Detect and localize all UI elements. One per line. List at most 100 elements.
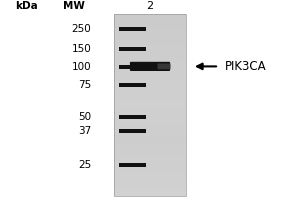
- Bar: [114, 46, 186, 48]
- Bar: [114, 66, 186, 69]
- Bar: [114, 123, 186, 125]
- Bar: [114, 178, 186, 180]
- Bar: [114, 155, 186, 157]
- Bar: [114, 14, 186, 16]
- Bar: [114, 73, 186, 75]
- Text: 250: 250: [72, 24, 92, 34]
- Bar: [114, 98, 186, 100]
- Bar: [114, 71, 186, 73]
- Bar: [114, 160, 186, 162]
- Bar: [114, 44, 186, 46]
- Bar: [114, 151, 186, 153]
- Bar: [114, 32, 186, 34]
- Bar: [114, 30, 186, 32]
- Bar: [114, 16, 186, 19]
- Bar: [118, 163, 146, 167]
- Bar: [114, 19, 186, 21]
- Text: 2: 2: [146, 1, 154, 11]
- Bar: [114, 187, 186, 189]
- Bar: [114, 110, 186, 112]
- Bar: [114, 153, 186, 155]
- Bar: [114, 114, 186, 116]
- Bar: [114, 164, 186, 166]
- Bar: [114, 189, 186, 191]
- Text: 37: 37: [78, 126, 92, 136]
- Text: 150: 150: [72, 44, 92, 54]
- Bar: [114, 80, 186, 82]
- Bar: [114, 176, 186, 178]
- Text: 50: 50: [78, 112, 92, 122]
- Bar: [114, 14, 186, 196]
- Bar: [114, 41, 186, 44]
- Bar: [118, 27, 146, 31]
- Bar: [114, 132, 186, 135]
- Bar: [114, 169, 186, 171]
- Bar: [114, 173, 186, 176]
- Bar: [114, 85, 186, 87]
- Bar: [114, 57, 186, 60]
- Bar: [114, 116, 186, 119]
- Bar: [114, 91, 186, 94]
- Bar: [118, 47, 146, 51]
- FancyBboxPatch shape: [158, 64, 171, 69]
- Bar: [114, 121, 186, 123]
- Bar: [114, 128, 186, 130]
- Bar: [114, 139, 186, 141]
- Text: kDa: kDa: [16, 1, 38, 11]
- Text: PIK3CA: PIK3CA: [225, 60, 267, 73]
- Bar: [114, 59, 186, 62]
- Bar: [114, 100, 186, 103]
- Text: 75: 75: [78, 80, 92, 90]
- Bar: [114, 144, 186, 146]
- Bar: [114, 69, 186, 71]
- Bar: [114, 194, 186, 196]
- Bar: [114, 105, 186, 107]
- Text: MW: MW: [63, 1, 84, 11]
- Bar: [114, 185, 186, 187]
- Bar: [114, 21, 186, 23]
- Bar: [114, 103, 186, 105]
- Bar: [114, 146, 186, 148]
- Bar: [118, 115, 146, 119]
- Bar: [114, 107, 186, 110]
- Bar: [114, 94, 186, 96]
- Bar: [114, 23, 186, 25]
- Text: 25: 25: [78, 160, 92, 170]
- Bar: [114, 28, 186, 30]
- FancyBboxPatch shape: [130, 62, 170, 71]
- Bar: [118, 129, 146, 133]
- Bar: [118, 65, 146, 69]
- Bar: [114, 125, 186, 128]
- Bar: [114, 148, 186, 150]
- Bar: [114, 39, 186, 41]
- Bar: [114, 62, 186, 64]
- Bar: [114, 180, 186, 182]
- Bar: [114, 130, 186, 132]
- Text: 100: 100: [72, 62, 92, 72]
- Bar: [114, 162, 186, 164]
- Bar: [114, 119, 186, 121]
- Bar: [114, 75, 186, 78]
- Bar: [114, 157, 186, 160]
- Bar: [114, 82, 186, 85]
- Bar: [114, 182, 186, 185]
- Bar: [114, 96, 186, 98]
- Bar: [114, 78, 186, 80]
- Bar: [114, 34, 186, 37]
- Bar: [114, 87, 186, 89]
- Bar: [114, 53, 186, 55]
- Bar: [114, 171, 186, 173]
- Bar: [114, 50, 186, 53]
- Bar: [114, 166, 186, 169]
- Bar: [114, 137, 186, 139]
- Bar: [114, 37, 186, 39]
- Bar: [114, 64, 186, 66]
- Bar: [114, 141, 186, 144]
- Bar: [114, 89, 186, 91]
- Bar: [114, 191, 186, 194]
- Bar: [114, 48, 186, 50]
- Bar: [114, 112, 186, 114]
- Bar: [114, 25, 186, 28]
- Bar: [114, 135, 186, 137]
- Bar: [114, 55, 186, 57]
